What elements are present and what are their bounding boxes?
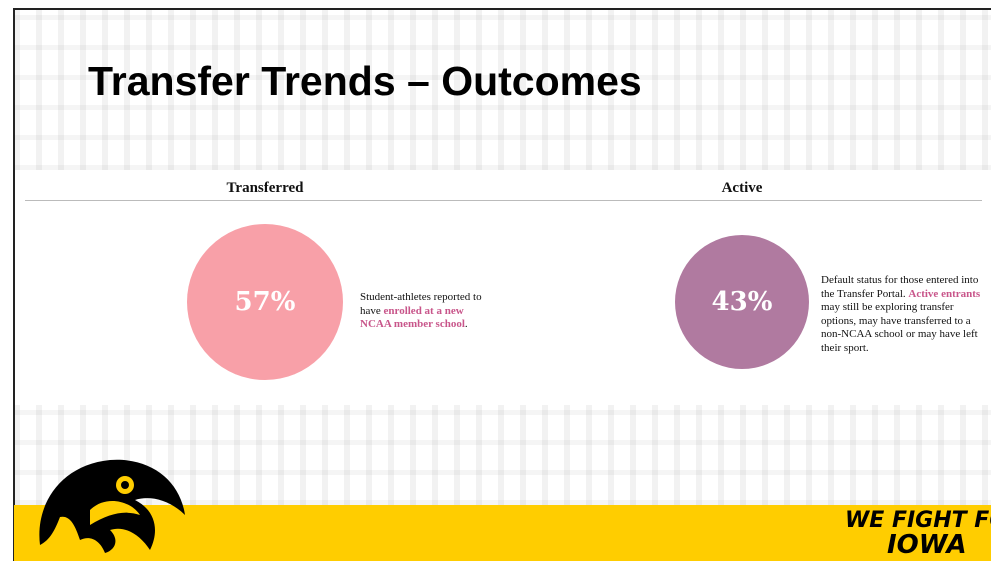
- section-heading: Active: [721, 180, 763, 196]
- text: may still be exploring transfer options,…: [821, 301, 978, 354]
- description: Student-athletes reported to have enroll…: [360, 291, 490, 332]
- description: Default status for those entered into th…: [821, 274, 986, 355]
- hawk-logo: [39, 459, 186, 553]
- stat-value: 57%: [234, 287, 296, 317]
- stat-circle: 57%: [187, 224, 343, 380]
- stat-value: 43%: [711, 287, 773, 317]
- background-pattern: [14, 405, 991, 505]
- highlight: enrolled at a new NCAA member school: [360, 304, 465, 331]
- slogan-line: WE FIGHT FOR: [845, 508, 991, 533]
- border: [13, 8, 991, 10]
- text: Default status for those entered into th…: [821, 274, 979, 300]
- slogan-logo: WE FIGHT FOR IOWA: [845, 508, 991, 560]
- text: .: [464, 318, 468, 330]
- divider: [25, 200, 982, 201]
- background-pattern: [14, 10, 991, 170]
- slogan-line: IOWA: [887, 530, 967, 560]
- section-heading: Transferred: [226, 180, 304, 196]
- highlight: Active entrants: [908, 287, 981, 300]
- border: [13, 8, 15, 561]
- footer-band: [14, 505, 991, 561]
- slide-title: Transfer Trends – Outcomes: [88, 58, 642, 104]
- stat-circle: 43%: [675, 235, 809, 369]
- text: Student-athletes reported to have: [360, 291, 482, 317]
